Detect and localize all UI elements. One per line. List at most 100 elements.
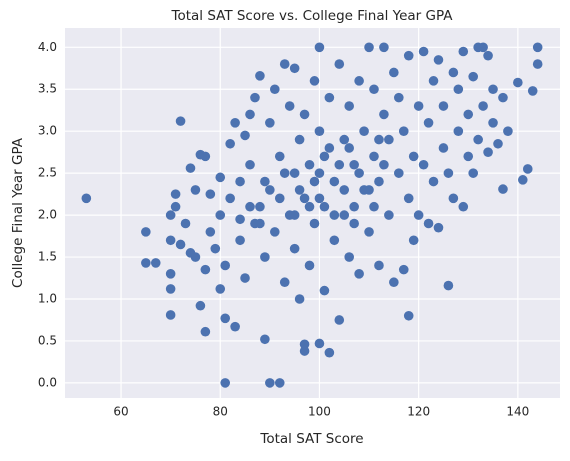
x-tick-label: 140 [506,405,529,419]
scatter-point [265,185,275,195]
scatter-point [527,86,538,96]
scatter-point [498,92,508,103]
y-tick-label: 0.5 [38,333,57,347]
scatter-point [309,76,320,86]
scatter-point [260,176,270,187]
scatter-point [349,159,359,170]
scatter-point [220,260,231,271]
scatter-point [369,84,379,95]
scatter-point [379,159,389,170]
chart-title: Total SAT Score vs. College Final Year G… [171,8,454,24]
scatter-point [468,71,479,82]
scatter-point [190,252,201,262]
scatter-point [289,63,300,74]
scatter-point [299,109,310,120]
scatter-point [532,59,543,69]
scatter-point [260,334,270,345]
scatter-point [314,42,325,53]
scatter-point [403,193,414,204]
scatter-point [488,84,498,95]
scatter-point [185,163,196,173]
scatter-point [289,210,300,220]
y-tick-label: 3.5 [38,82,57,96]
scatter-point [473,134,483,145]
scatter-point [200,264,211,275]
y-tick-label: 2.0 [38,208,57,222]
scatter-point [418,46,429,57]
scatter-point [478,42,488,53]
scatter-point [329,210,340,220]
scatter-point [344,252,355,262]
scatter-point [423,218,434,229]
scatter-point [334,159,345,170]
scatter-point [294,185,305,195]
scatter-point [150,258,161,268]
scatter-point [250,92,260,103]
scatter-point [314,193,325,204]
scatter-point [453,126,464,136]
scatter-point [369,201,379,212]
scatter-point [274,151,285,162]
scatter-point [220,378,231,388]
scatter-point [329,176,340,187]
scatter-point [260,252,270,262]
y-tick-label: 1.0 [38,291,57,305]
x-tick-label: 120 [407,405,430,419]
scatter-point [294,134,305,145]
scatter-point [141,258,151,268]
y-tick-label: 0.0 [38,375,57,389]
scatter-point [349,218,359,229]
scatter-point [230,118,240,128]
scatter-point [294,294,305,304]
scatter-point [289,168,300,178]
scatter-point [403,50,414,61]
scatter-point [165,235,176,246]
scatter-point [279,59,290,69]
scatter-point [488,118,498,128]
scatter-point [478,101,488,111]
scatter-point [408,235,419,246]
scatter-point [284,101,295,111]
scatter-point [190,185,201,195]
scatter-point [215,284,226,294]
scatter-point [354,76,364,86]
scatter-point [428,76,439,86]
scatter-point [235,235,245,246]
scatter-point [274,378,285,388]
scatter-point [398,126,409,136]
scatter-point [379,109,389,120]
scatter-point [235,214,245,225]
scatter-point [180,218,191,229]
scatter-point [175,116,186,126]
y-tick-label: 3.0 [38,124,57,138]
scatter-point [522,164,533,174]
scatter-point [433,55,444,65]
scatter-point [215,172,226,183]
scatter-point [339,185,350,195]
scatter-point [240,130,250,141]
scatter-point [493,138,503,149]
x-tick-label: 100 [308,405,331,419]
scatter-point [518,175,528,185]
scatter-point [374,134,384,145]
scatter-point [170,201,181,212]
scatter-point [255,218,265,229]
scatter-point [195,300,206,311]
scatter-point [245,159,255,170]
scatter-point [443,280,454,291]
scatter-point [413,101,424,111]
scatter-point [210,243,221,254]
scatter-point [215,210,226,220]
scatter-point [433,222,444,233]
y-tick-label: 1.5 [38,250,57,264]
scatter-point [165,210,176,220]
scatter-point [483,50,493,61]
scatter-point [289,243,300,254]
scatter-point [141,227,151,237]
scatter-point [483,147,493,157]
x-tick-label: 80 [213,405,228,419]
scatter-point [379,42,389,53]
scatter-point [389,277,399,288]
scatter-point [384,210,394,220]
